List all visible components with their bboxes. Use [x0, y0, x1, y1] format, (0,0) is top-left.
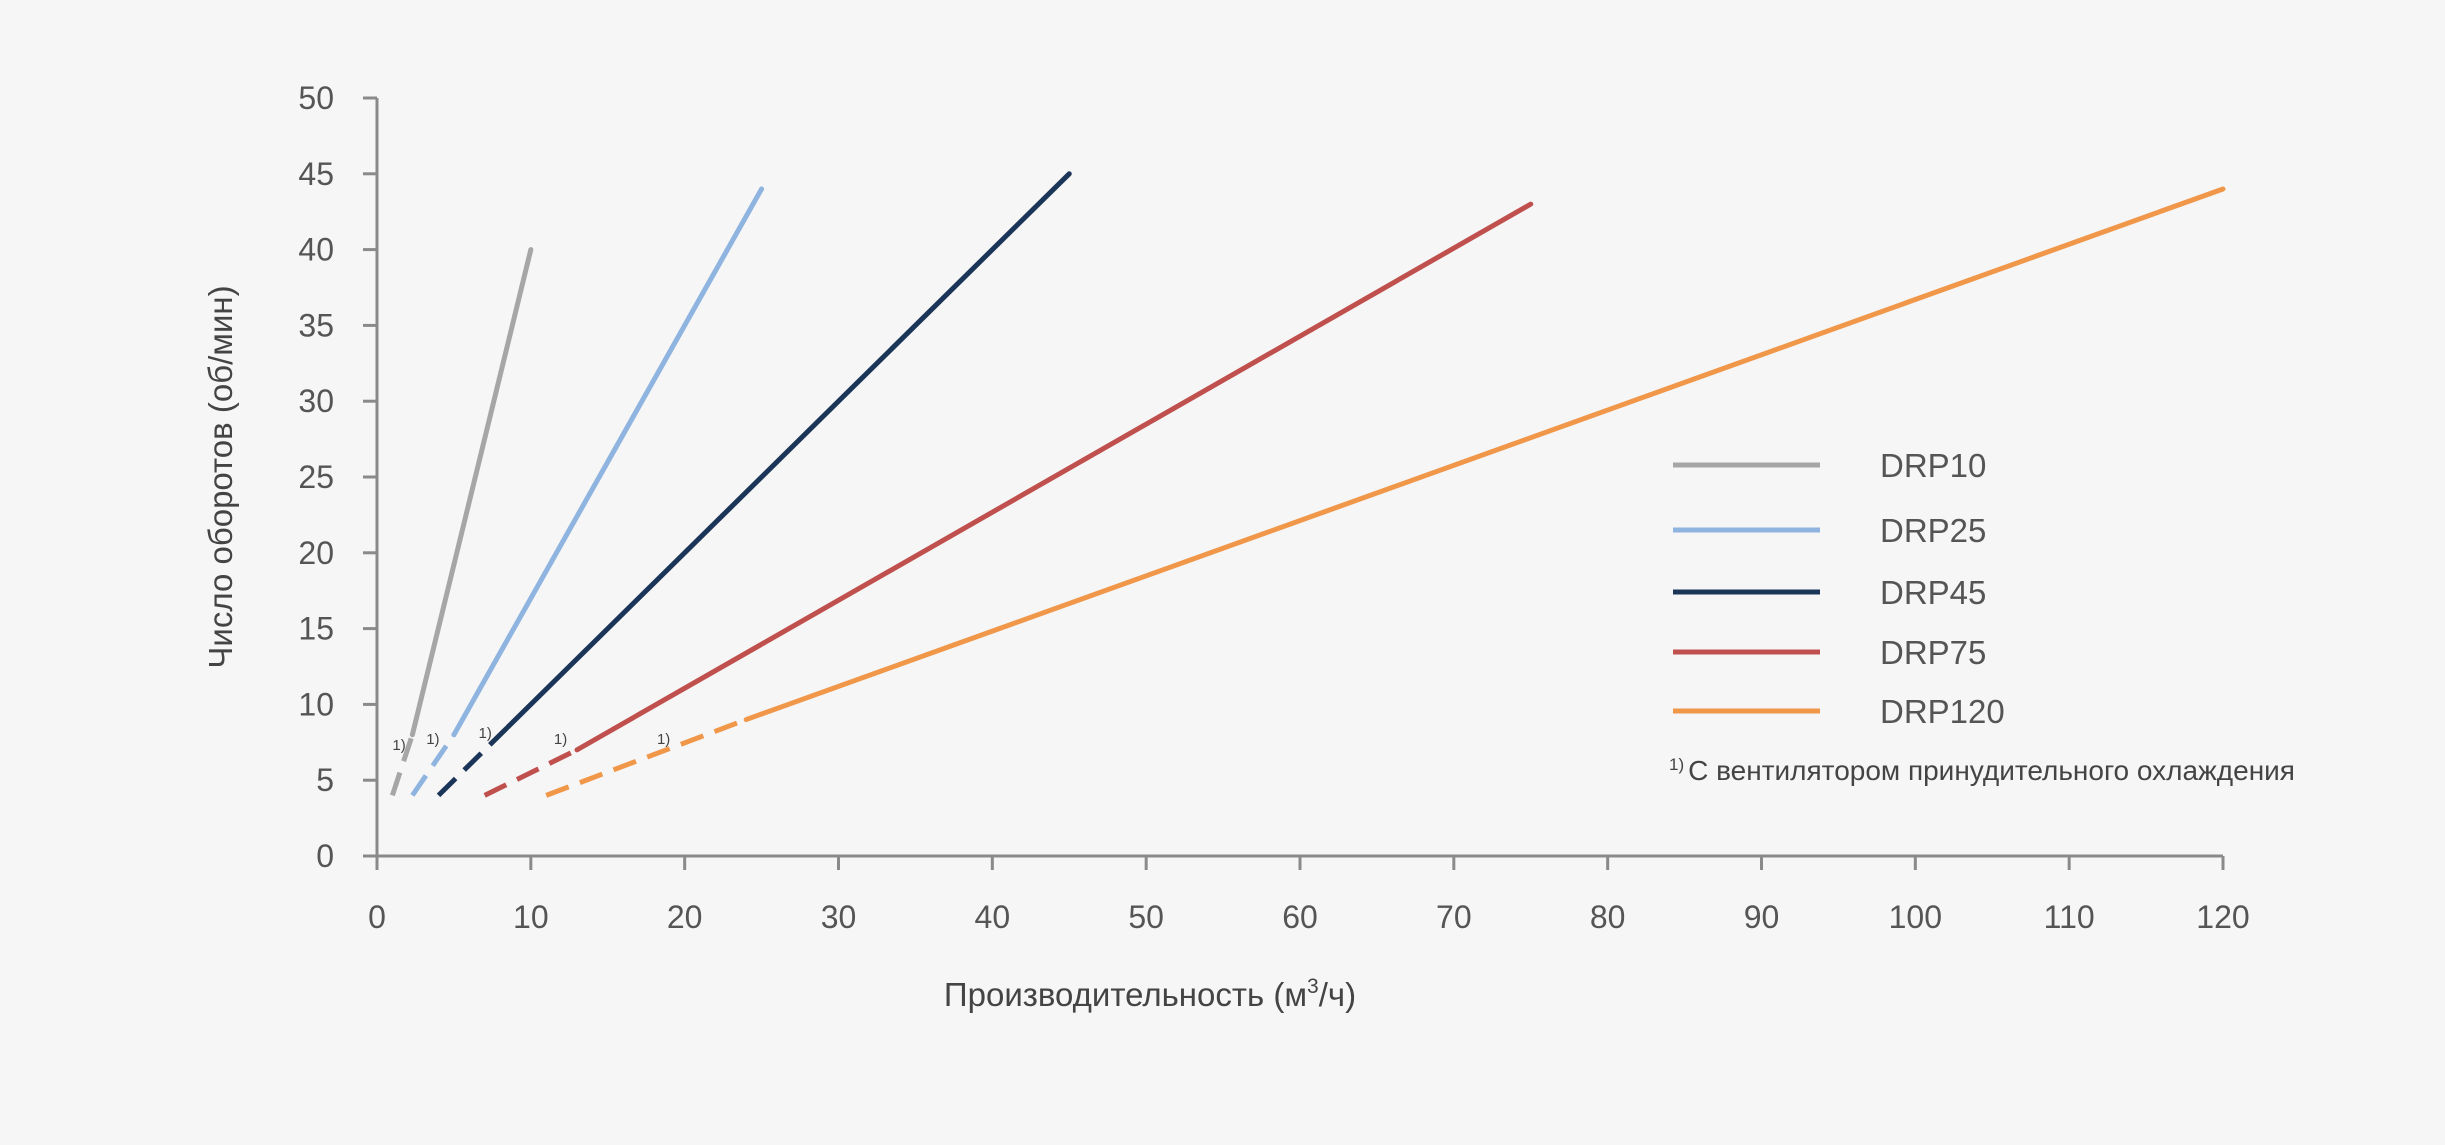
- series-line-dashed: [545, 717, 748, 798]
- legend-item-drp45: DRP45: [1673, 574, 1986, 611]
- series-line-solid: [505, 171, 1072, 730]
- x-axis-ticks: 0 10 20 30 40 50 60 70 80 90 100 110 120: [368, 856, 2250, 935]
- x-axis-title-tail: /ч): [1319, 976, 1356, 1013]
- series-line-dashed: [483, 747, 579, 798]
- y-tick-label: 10: [298, 686, 334, 722]
- y-tick-label: 0: [316, 838, 334, 874]
- series-lines: 1) 1) 1) 1) 1): [390, 171, 2226, 798]
- series-line-dashed: [410, 733, 456, 797]
- series-footnote-marker: 1): [392, 737, 405, 754]
- series-line-dashed: [390, 733, 415, 797]
- x-tick-label: 100: [1889, 899, 1942, 935]
- series-drp120: 1): [545, 186, 2226, 798]
- y-axis-title: Число оборотов (об/мин): [202, 285, 239, 668]
- y-tick-label: 25: [298, 459, 334, 495]
- x-tick-label: 30: [821, 899, 857, 935]
- y-tick-label: 35: [298, 307, 334, 343]
- footnote-text: С вентилятором принудительного охлаждени…: [1688, 755, 2295, 786]
- series-line-solid: [574, 201, 1534, 753]
- series-footnote-marker: 1): [479, 725, 492, 742]
- series-drp45: 1): [436, 171, 1072, 798]
- legend-item-drp75: DRP75: [1673, 634, 1986, 671]
- footnote-marker: 1): [1669, 755, 1684, 774]
- x-axis-title-superscript: 3: [1307, 975, 1319, 998]
- legend-label: DRP25: [1880, 512, 1986, 549]
- x-tick-label: 60: [1282, 899, 1318, 935]
- legend: DRP10 DRP25 DRP45 DRP75 DRP120: [1673, 447, 2005, 730]
- legend-label: DRP45: [1880, 574, 1986, 611]
- x-tick-label: 70: [1436, 899, 1472, 935]
- x-tick-label: 80: [1590, 899, 1626, 935]
- x-axis-title-main: Производительность (м: [944, 976, 1307, 1013]
- x-tick-label: 10: [513, 899, 549, 935]
- x-axis-title: Производительность (м3/ч): [944, 975, 1356, 1013]
- x-tick-label: 120: [2196, 899, 2249, 935]
- series-line-dashed: [436, 725, 510, 798]
- y-tick-label: 30: [298, 383, 334, 419]
- y-tick-label: 5: [316, 762, 334, 798]
- x-tick-label: 20: [667, 899, 703, 935]
- series-footnote-marker: 1): [657, 731, 670, 748]
- x-tick-label: 40: [975, 899, 1011, 935]
- legend-item-drp25: DRP25: [1673, 512, 1986, 549]
- legend-label: DRP75: [1880, 634, 1986, 671]
- y-tick-label: 45: [298, 156, 334, 192]
- y-axis-ticks: 0 5 10 15 20 25 30 35 40 45 50: [298, 80, 377, 874]
- series-footnote-marker: 1): [426, 731, 439, 748]
- axes: 0 5 10 15 20 25 30 35 40 45 50 0 10 20 30 40 50 60 70 80 90…: [298, 80, 2249, 935]
- y-tick-label: 20: [298, 535, 334, 571]
- legend-label: DRP10: [1880, 447, 1986, 484]
- legend-item-drp120: DRP120: [1673, 693, 2005, 730]
- x-tick-label: 110: [2044, 899, 2095, 935]
- series-drp75: 1): [483, 201, 1534, 798]
- footnote: 1) С вентилятором принудительного охлажде…: [1669, 755, 2295, 786]
- y-tick-label: 40: [298, 232, 334, 268]
- y-tick-label: 50: [298, 80, 334, 116]
- series-line-solid: [409, 247, 534, 738]
- legend-label: DRP120: [1880, 693, 2005, 730]
- legend-item-drp10: DRP10: [1673, 447, 1986, 484]
- series-line-solid: [451, 186, 765, 738]
- y-tick-label: 15: [298, 611, 334, 647]
- x-tick-label: 0: [368, 899, 386, 935]
- series-footnote-marker: 1): [554, 731, 567, 748]
- series-line-solid: [743, 186, 2226, 723]
- x-tick-label: 90: [1744, 899, 1780, 935]
- series-drp10: 1): [390, 247, 534, 797]
- x-tick-label: 50: [1128, 899, 1164, 935]
- series-drp25: 1): [410, 186, 765, 797]
